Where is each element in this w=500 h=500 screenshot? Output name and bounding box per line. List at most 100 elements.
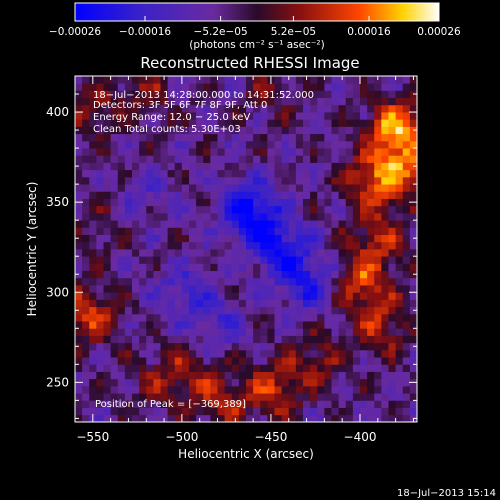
- heatmap-cell: [281, 119, 290, 127]
- heatmap-cell: [203, 184, 211, 192]
- heatmap-cell: [196, 364, 204, 372]
- heatmap-cell: [303, 104, 311, 113]
- heatmap-cell: [338, 328, 347, 336]
- heatmap-cell: [189, 393, 197, 401]
- heatmap-cell: [324, 212, 332, 221]
- heatmap-cell: [395, 349, 404, 358]
- heatmap-cell: [238, 313, 247, 322]
- heatmap-cell: [274, 133, 283, 142]
- heatmap-cell: [153, 148, 161, 156]
- heatmap-cell: [374, 299, 382, 308]
- heatmap-cell: [253, 126, 261, 135]
- heatmap-cell: [139, 97, 147, 106]
- heatmap-cell: [352, 97, 361, 106]
- heatmap-cell: [246, 263, 254, 272]
- heatmap-cell: [103, 313, 112, 322]
- heatmap-cell: [338, 198, 347, 207]
- heatmap-cell: [224, 342, 233, 351]
- heatmap-cell: [367, 126, 375, 135]
- heatmap-cell: [89, 126, 97, 135]
- heatmap-cell: [174, 83, 183, 91]
- heatmap-cell: [395, 205, 404, 214]
- heatmap-cell: [167, 83, 176, 91]
- heatmap-cell: [295, 191, 304, 199]
- heatmap-cell: [388, 148, 397, 156]
- heatmap-cell: [189, 299, 197, 308]
- heatmap-cell: [267, 249, 275, 257]
- heatmap-cell: [132, 191, 140, 199]
- heatmap-cell: [174, 414, 183, 422]
- heatmap-cell: [317, 321, 325, 329]
- heatmap-cell: [402, 400, 411, 408]
- heatmap-cell: [174, 371, 183, 380]
- heatmap-cell: [331, 119, 340, 127]
- heatmap-cell: [231, 227, 240, 235]
- heatmap-cell: [374, 349, 382, 358]
- heatmap-cell: [246, 385, 254, 394]
- heatmap-cell: [174, 148, 183, 156]
- heatmap-cell: [388, 97, 397, 106]
- heatmap-cell: [374, 205, 382, 214]
- heatmap-cell: [360, 393, 368, 401]
- heatmap-cell: [381, 364, 389, 372]
- heatmap-cell: [324, 249, 332, 257]
- heatmap-cell: [96, 357, 104, 365]
- heatmap-cell: [281, 270, 290, 279]
- heatmap-cell: [75, 227, 83, 235]
- heatmap-cell: [196, 371, 204, 380]
- heatmap-cell: [317, 335, 325, 344]
- heatmap-cell: [231, 378, 240, 387]
- heatmap-cell: [139, 119, 147, 127]
- heatmap-cell: [317, 104, 325, 113]
- heatmap-cell: [238, 220, 247, 228]
- heatmap-cell: [132, 162, 140, 171]
- heatmap-cell: [224, 212, 233, 221]
- heatmap-cell: [360, 176, 368, 185]
- heatmap-cell: [288, 97, 297, 106]
- heatmap-cell: [146, 97, 154, 106]
- heatmap-cell: [274, 306, 283, 315]
- heatmap-cell: [367, 140, 375, 149]
- heatmap-cell: [82, 140, 90, 149]
- heatmap-cell: [381, 169, 389, 178]
- heatmap-cell: [281, 133, 290, 142]
- heatmap-cell: [324, 90, 332, 99]
- heatmap-cell: [196, 83, 204, 91]
- heatmap-cell: [246, 371, 254, 380]
- heatmap-cell: [82, 191, 90, 199]
- heatmap-cell: [288, 270, 297, 279]
- heatmap-cell: [246, 414, 254, 422]
- heatmap-cell: [295, 357, 304, 365]
- heatmap-cell: [132, 76, 140, 84]
- heatmap-cell: [381, 342, 389, 351]
- heatmap-cell: [395, 263, 404, 272]
- heatmap-cell: [238, 155, 247, 163]
- heatmap-cell: [281, 198, 290, 207]
- heatmap-cell: [124, 104, 133, 113]
- heatmap-cell: [89, 249, 97, 257]
- heatmap-cell: [224, 191, 233, 199]
- heatmap-cell: [153, 393, 161, 401]
- heatmap-cell: [295, 220, 304, 228]
- heatmap-cell: [402, 299, 411, 308]
- heatmap-cell: [146, 76, 154, 84]
- heatmap-cell: [160, 357, 169, 365]
- heatmap-cell: [181, 76, 190, 84]
- heatmap-cell: [381, 198, 389, 207]
- heatmap-cell: [345, 162, 354, 171]
- heatmap-cell: [103, 277, 112, 286]
- heatmap-cell: [260, 169, 268, 178]
- heatmap-cell: [381, 97, 389, 106]
- heatmap-cell: [324, 140, 332, 149]
- heatmap-cell: [295, 313, 304, 322]
- heatmap-cell: [203, 191, 211, 199]
- heatmap-cell: [89, 119, 97, 127]
- heatmap-cell: [381, 349, 389, 358]
- heatmap-cell: [381, 335, 389, 344]
- heatmap-cell: [89, 342, 97, 351]
- heatmap-cell: [110, 104, 119, 113]
- heatmap-cell: [124, 162, 133, 171]
- heatmap-cell: [174, 112, 183, 120]
- heatmap-cell: [153, 407, 161, 416]
- heatmap-cell: [203, 321, 211, 329]
